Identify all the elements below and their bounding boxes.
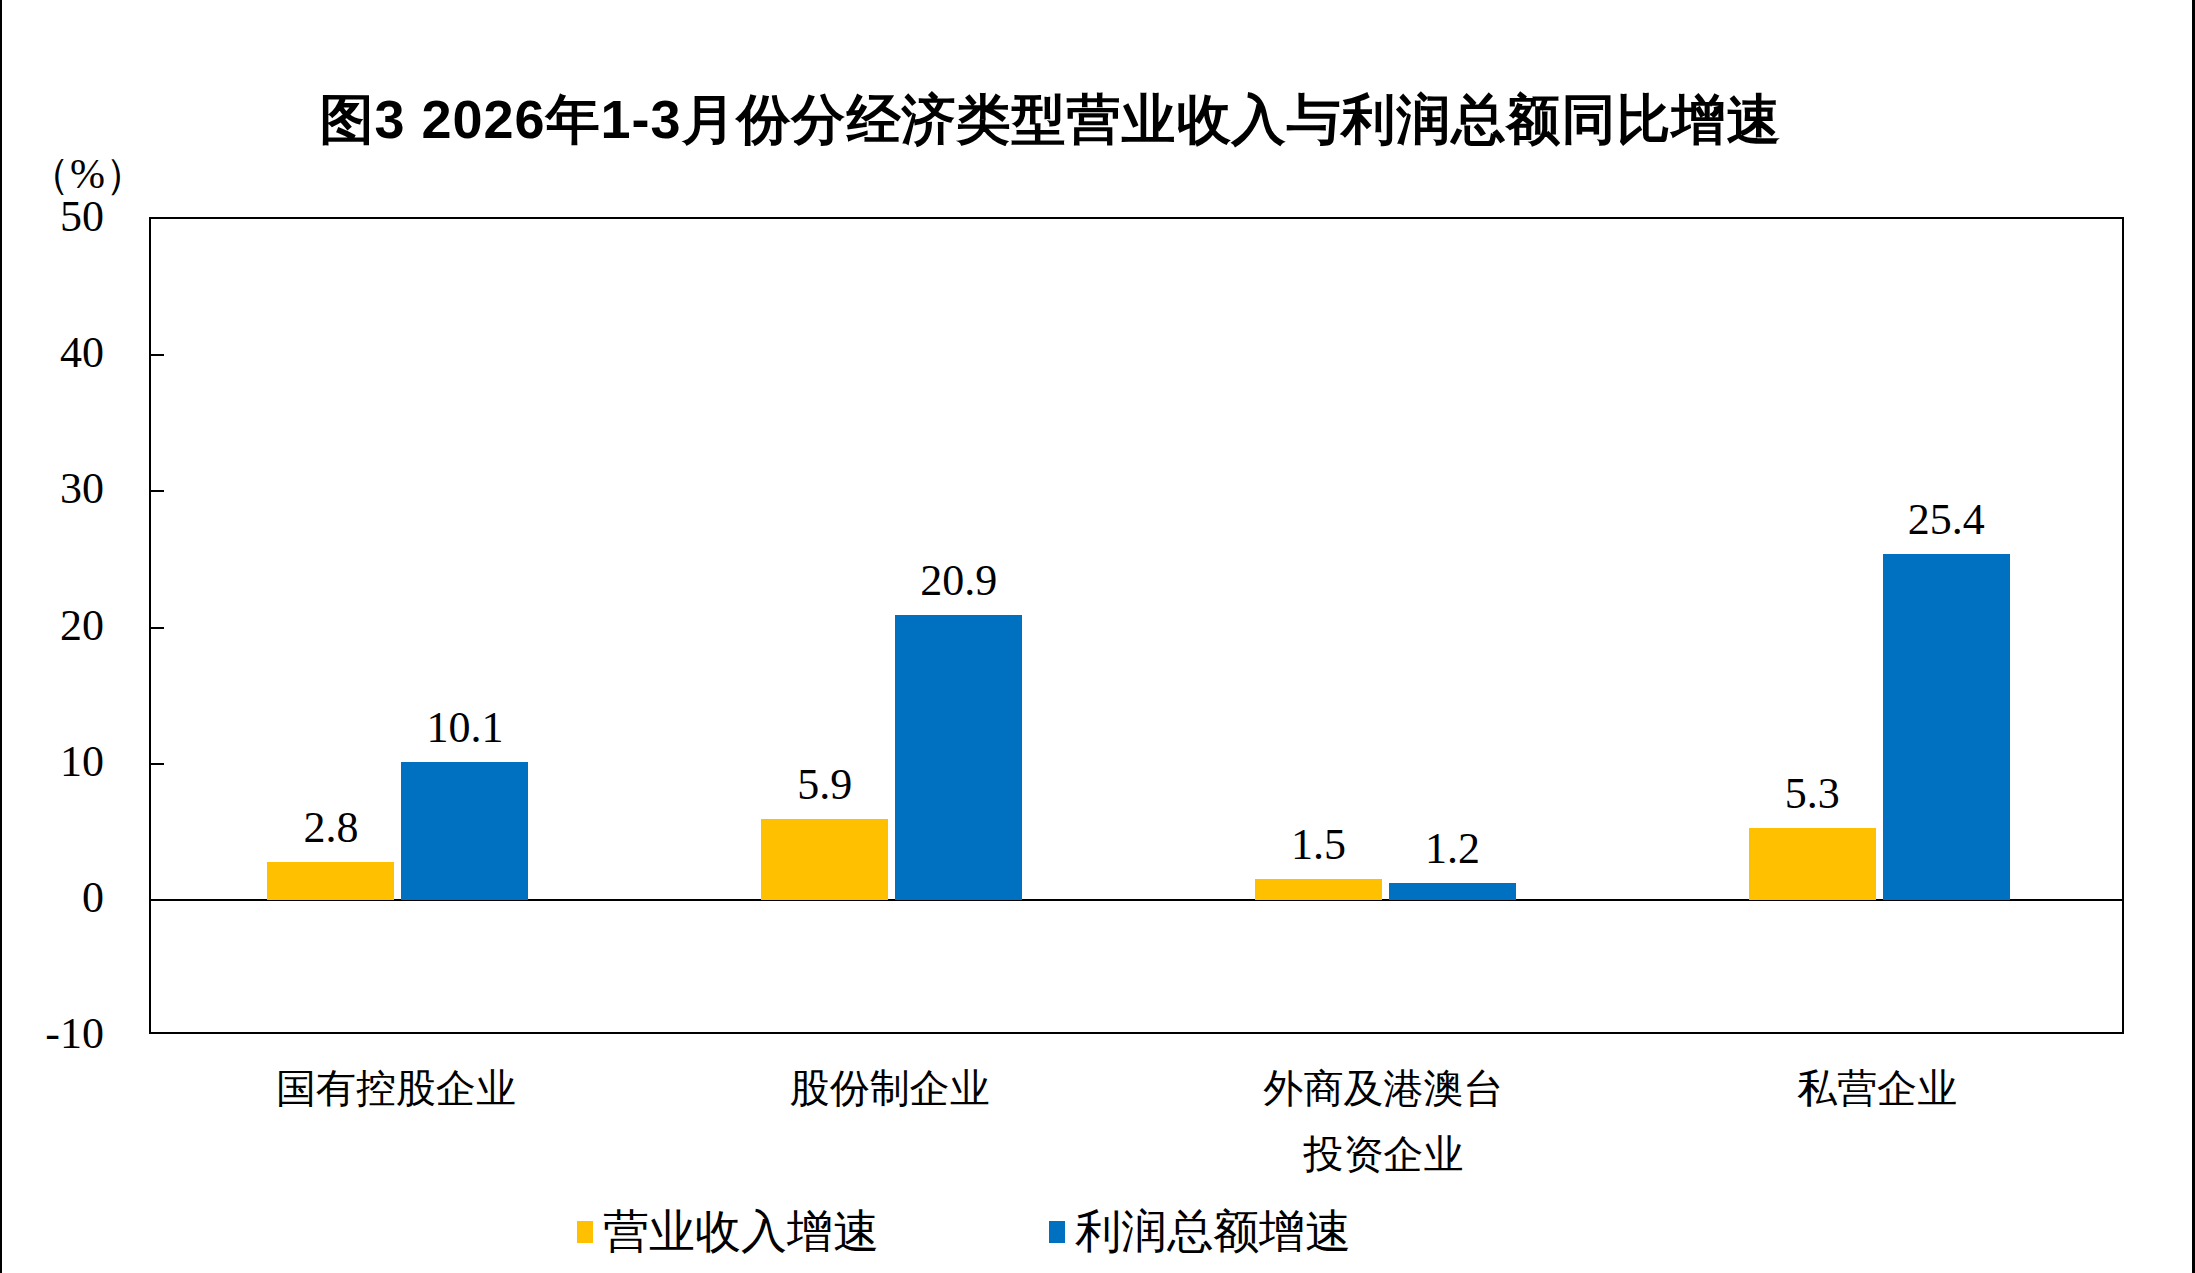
bar xyxy=(1883,554,2010,900)
chart-frame: 图3 2026年1-3月份分经济类型营业收入与利润总额同比增速 （%） 5040… xyxy=(0,0,2195,1273)
bar-value-label: 10.1 xyxy=(345,700,585,756)
category-label: 外商及港澳台 投资企业 xyxy=(1133,1056,1633,1188)
category-label: 私营企业 xyxy=(1627,1056,2127,1122)
bar xyxy=(895,615,1022,900)
legend: 营业收入增速 利润总额增速 xyxy=(577,1202,1351,1262)
y-tick-label: 0 xyxy=(2,868,104,928)
bar xyxy=(267,862,394,900)
y-tick-mark xyxy=(151,490,164,492)
y-tick-label: 40 xyxy=(2,323,104,383)
y-tick-mark xyxy=(151,354,164,356)
bar xyxy=(1389,883,1516,899)
y-tick-label: 30 xyxy=(2,459,104,519)
category-label: 股份制企业 xyxy=(640,1056,1140,1122)
bar xyxy=(401,762,528,900)
legend-item: 利润总额增速 xyxy=(1049,1202,1351,1262)
chart-title: 图3 2026年1-3月份分经济类型营业收入与利润总额同比增速 xyxy=(2,84,2099,157)
y-tick-label: 50 xyxy=(2,187,104,247)
legend-label: 营业收入增速 xyxy=(603,1202,879,1262)
y-tick-label: -10 xyxy=(2,1004,104,1064)
plot-area: 2.810.15.920.91.51.25.325.4 xyxy=(149,217,2124,1034)
category-label: 国有控股企业 xyxy=(146,1056,646,1122)
y-tick-label: 10 xyxy=(2,732,104,792)
bar-value-label: 1.2 xyxy=(1332,821,1572,877)
legend-swatch xyxy=(1049,1221,1065,1243)
legend-item: 营业收入增速 xyxy=(577,1202,879,1262)
y-tick-label: 20 xyxy=(2,596,104,656)
y-tick-mark xyxy=(151,763,164,765)
y-tick-mark xyxy=(151,627,164,629)
bar xyxy=(761,819,888,899)
bar xyxy=(1255,879,1382,899)
bar xyxy=(1749,828,1876,900)
legend-label: 利润总额增速 xyxy=(1075,1202,1351,1262)
bar-value-label: 25.4 xyxy=(1826,492,2066,548)
legend-swatch xyxy=(577,1221,593,1243)
bar-value-label: 20.9 xyxy=(839,553,1079,609)
